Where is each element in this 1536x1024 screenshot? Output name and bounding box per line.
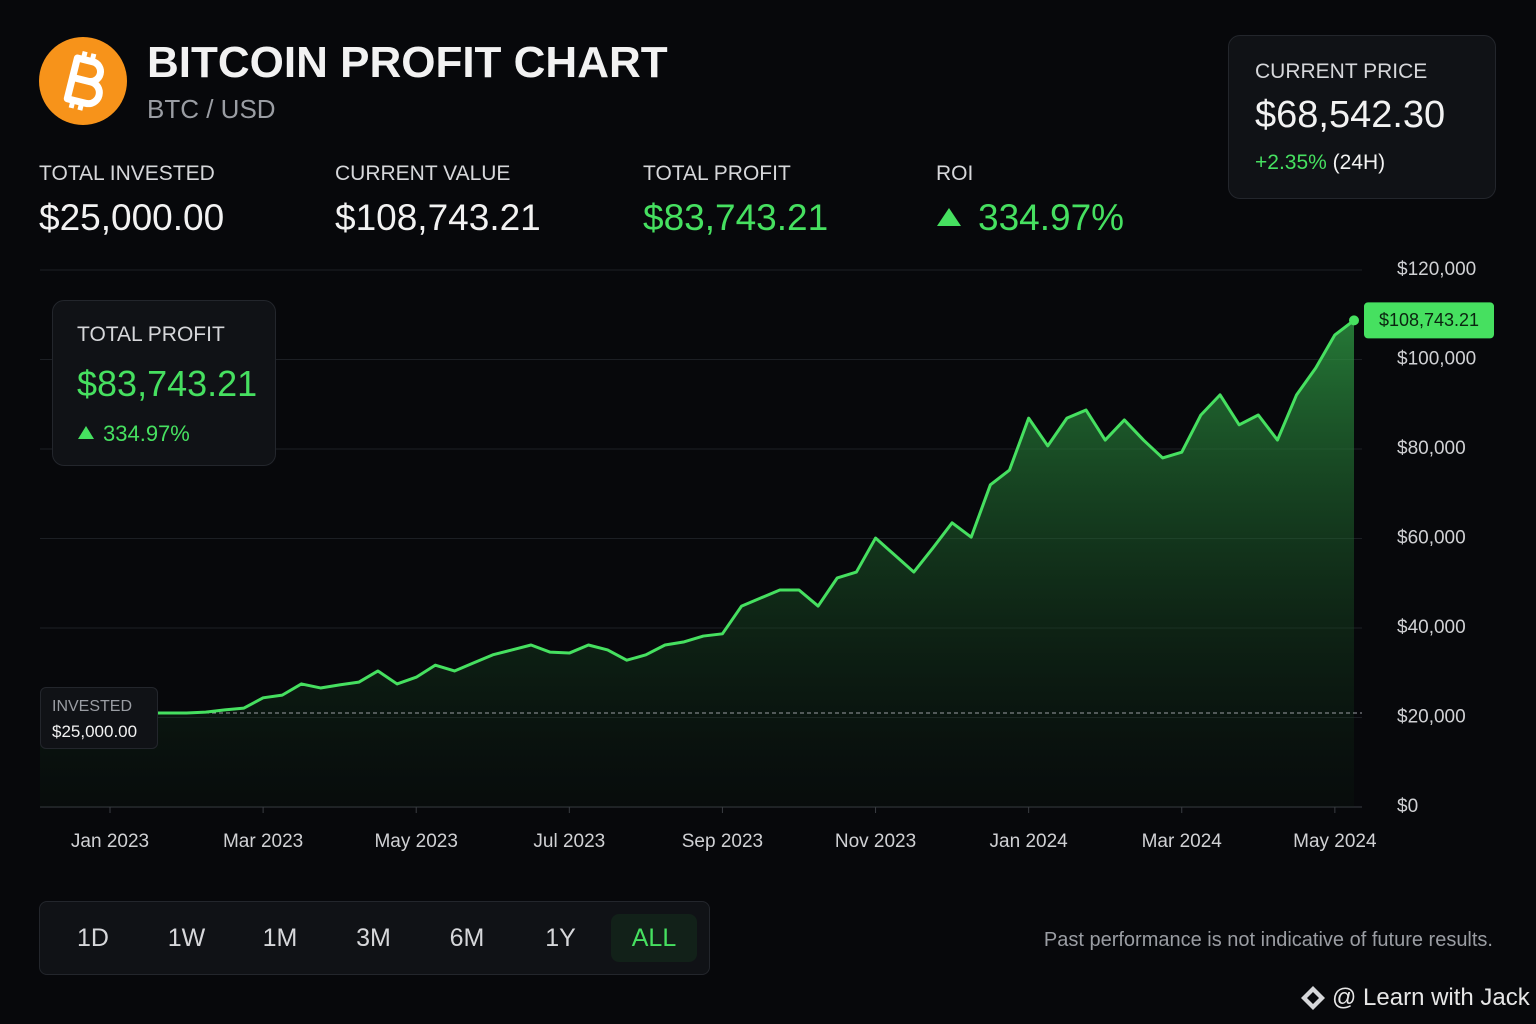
stat-label: TOTAL INVESTED — [39, 162, 215, 185]
stat-label: CURRENT VALUE — [335, 162, 511, 185]
change-percent: +2.35% — [1255, 151, 1327, 174]
invested-value: $25,000.00 — [52, 722, 138, 741]
up-arrow — [937, 208, 961, 226]
stat-value: $83,743.21 — [643, 197, 829, 238]
price-change: +2.35% (24H) — [1255, 151, 1385, 175]
stat-value: $108,743.21 — [335, 197, 541, 238]
y-tick-label: $20,000 — [1397, 707, 1466, 728]
range-button[interactable]: 1W — [167, 924, 206, 952]
x-tick-label: Mar 2023 — [223, 831, 303, 852]
range-button[interactable]: 6M — [449, 924, 485, 952]
title: BITCOIN PROFIT CHART — [147, 38, 668, 87]
profit-value: $83,743.21 — [77, 363, 258, 404]
y-tick-label: $60,000 — [1397, 528, 1466, 549]
invested-card: INVESTED $25,000.00 — [40, 687, 158, 749]
up-arrow — [78, 426, 94, 439]
profit-label: TOTAL PROFIT — [77, 323, 225, 346]
y-tick-label: $80,000 — [1397, 438, 1466, 459]
area-fill — [40, 320, 1354, 807]
value-label-box — [1364, 302, 1494, 339]
range-button[interactable]: 1Y — [545, 924, 576, 952]
end-dot — [1349, 315, 1359, 326]
y-tick-label: $40,000 — [1397, 617, 1466, 638]
subtitle: BTC / USD — [147, 94, 276, 124]
x-tick-label: Mar 2024 — [1142, 831, 1223, 852]
x-tick-label: May 2023 — [374, 831, 457, 852]
stat-label: ROI — [936, 162, 974, 185]
x-tick-label: Nov 2023 — [835, 831, 916, 852]
range-selector: 1D 1W 1M 3M 6M 1Y ALL — [39, 901, 710, 975]
watermark-icon — [1301, 986, 1325, 1010]
bitcoin-logo — [39, 37, 127, 125]
current-price-card: CURRENT PRICE $68,542.30 +2.35% (24H) — [1228, 35, 1496, 199]
change-period: (24H) — [1332, 151, 1386, 174]
stat-value: 334.97% — [978, 197, 1125, 238]
y-tick-label: $0 — [1397, 796, 1418, 817]
profit-change: 334.97% — [103, 421, 190, 446]
stat-label: TOTAL PROFIT — [643, 162, 791, 185]
x-tick-label: Jul 2023 — [533, 831, 605, 852]
x-tick-label: Jan 2023 — [71, 831, 149, 852]
range-button[interactable]: ALL — [611, 914, 697, 962]
y-tick-label: $120,000 — [1397, 259, 1476, 280]
x-tick-label: Jan 2024 — [990, 831, 1069, 852]
price-line — [148, 319, 1355, 715]
profit-card: TOTAL PROFIT $83,743.21 334.97% — [52, 300, 276, 466]
price-label: CURRENT PRICE — [1255, 60, 1428, 83]
stat-value: $25,000.00 — [39, 197, 225, 238]
range-button[interactable]: 1D — [77, 924, 109, 952]
invested-label: INVESTED — [52, 698, 133, 715]
disclaimer: Past performance is not indicative of fu… — [1043, 929, 1493, 951]
watermark: @ Learn with Jack — [1332, 984, 1530, 1011]
y-tick-label: $100,000 — [1397, 349, 1476, 370]
x-tick-label: May 2024 — [1293, 831, 1377, 852]
value-label: $108,743.21 — [1379, 310, 1479, 330]
range-button[interactable]: 3M — [356, 924, 391, 952]
price-value: $68,542.30 — [1255, 94, 1446, 136]
x-tick-label: Sep 2023 — [682, 831, 763, 852]
range-button[interactable]: 1M — [262, 924, 298, 952]
